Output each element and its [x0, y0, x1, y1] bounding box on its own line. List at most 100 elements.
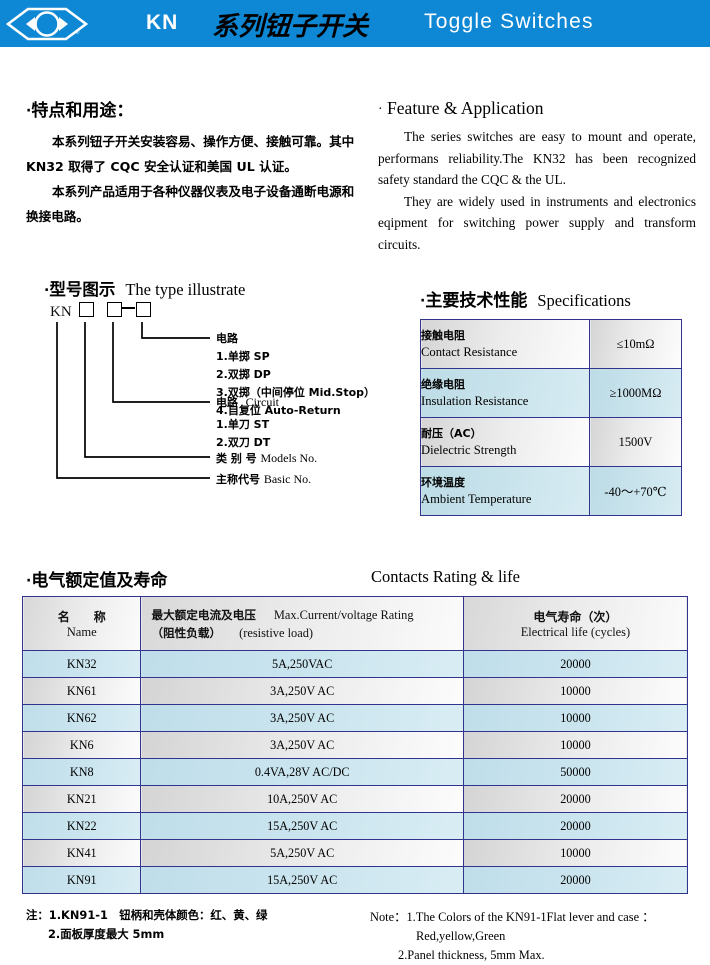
- footnote-cn: 注：1.KN91-1 钮柄和壳体颜色：红、黄、绿 2.面板厚度最大 5mm: [26, 906, 366, 944]
- specifications-section: ·主要技术性能 Specifications 接触电阻 Contact Resis…: [420, 286, 700, 516]
- cell-name: KN6: [21, 731, 142, 759]
- header-cell-life: 电气寿命（次） Electrical life (cycles): [462, 596, 689, 651]
- cell-rating: 0.4VA,28V AC/DC: [140, 758, 464, 786]
- spec-label-cn: 环境温度: [421, 475, 465, 489]
- cell-life: 20000: [462, 785, 689, 813]
- tree-heading-basic-no: 主称代号 Basic No.: [216, 472, 312, 486]
- feature-section-cn: ·特点和用途： 本系列钮子开关安装容易、操作方便、接触可靠。其中KN32 取得了…: [26, 96, 356, 229]
- spec-row: 环境温度 Ambient Temperature -40～+70℃: [420, 466, 682, 516]
- footnote-en: Note：1.The Colors of the KN91-1Flat leve…: [370, 908, 700, 965]
- table-row: KN21 10A,250V AC 20000: [21, 785, 689, 813]
- cell-rating: 5A,250V AC: [140, 839, 464, 867]
- diamond-circle-logo-icon: [6, 7, 88, 41]
- cell-rating: 15A,250V AC: [140, 866, 464, 894]
- feature-en-paragraph: The series switches are easy to mount an…: [378, 129, 696, 187]
- cell-life: 50000: [462, 758, 689, 786]
- tree-item: 2.双刀 DT: [216, 436, 271, 449]
- cell-life: 10000: [462, 839, 689, 867]
- type-title-cn: ·型号图示: [44, 280, 116, 299]
- spec-label-en: Contact Resistance: [421, 344, 518, 359]
- cell-rating: 3A,250V AC: [140, 677, 464, 705]
- spec-title-en: Specifications: [537, 291, 631, 310]
- cell-name: KN32: [21, 650, 142, 678]
- contacts-rating-table: 名 称 Name 最大额定电流及电压 Max.Current/voltage Ra…: [21, 596, 689, 894]
- specifications-title: ·主要技术性能 Specifications: [420, 286, 700, 311]
- table-row: KN22 15A,250V AC 20000: [21, 812, 689, 840]
- header-cell-name: 名 称 Name: [21, 596, 142, 651]
- footnote-cn-line2: 2.面板厚度最大 5mm: [48, 927, 165, 941]
- cell-name: KN61: [21, 677, 142, 705]
- spec-row: 绝缘电阻 Insulation Resistance ≥1000MΩ: [420, 368, 682, 418]
- cell-rating: 3A,250V AC: [140, 731, 464, 759]
- rating-title-cn: ·电气额定值及寿命: [26, 571, 168, 591]
- header-title-cn: 系列钮子开关: [212, 12, 369, 42]
- cell-name: KN21: [21, 785, 142, 813]
- spec-label-cn: 耐压（AC）: [421, 426, 482, 440]
- header-cell-rating: 最大额定电流及电压 Max.Current/voltage Rating （阻性负…: [140, 596, 464, 651]
- spec-row: 耐压（AC） Dielectric Strength 1500V: [420, 417, 682, 467]
- code-dash: [122, 307, 135, 309]
- code-prefix: KN: [50, 304, 72, 320]
- table-row: KN8 0.4VA,28V AC/DC 50000: [21, 758, 689, 786]
- spec-row-label: 绝缘电阻 Insulation Resistance: [420, 368, 590, 418]
- type-illustrate-tree-lines: [56, 322, 210, 479]
- table-row: KN91 15A,250V AC 20000: [21, 866, 689, 894]
- code-box-2: [107, 302, 122, 317]
- cell-life: 10000: [462, 677, 689, 705]
- bullet-icon: ·: [26, 103, 32, 119]
- cell-rating: 15A,250V AC: [140, 812, 464, 840]
- cell-rating: 10A,250V AC: [140, 785, 464, 813]
- footnote-en-line2: Red,yellow,Green: [416, 929, 506, 943]
- header-series-label: KN: [146, 11, 179, 34]
- cell-rating: 5A,250VAC: [140, 650, 464, 678]
- cell-life: 10000: [462, 704, 689, 732]
- spec-row-value: 1500V: [589, 417, 682, 467]
- feature-title-en: · Feature & Application: [378, 98, 544, 118]
- feature-cn-paragraph: 本系列产品适用于各种仪器仪表及电子设备通断电源和换接电路。: [26, 184, 355, 224]
- spec-label-en: Insulation Resistance: [421, 393, 529, 408]
- spec-row-value: -40～+70℃: [589, 466, 682, 516]
- spec-row-value: ≥1000MΩ: [589, 368, 682, 418]
- cell-life: 20000: [462, 812, 689, 840]
- spec-row-value: ≤10mΩ: [589, 319, 682, 369]
- cell-name: KN8: [21, 758, 142, 786]
- feature-section-en: · Feature & Application The series switc…: [378, 98, 696, 255]
- tree-heading-models-no: 类 别 号 Models No.: [216, 451, 318, 465]
- table-row: KN61 3A,250V AC 10000: [21, 677, 689, 705]
- type-illustrate-title: ·型号图示 The type illustrate: [44, 276, 245, 300]
- rating-title-en: Contacts Rating & life: [371, 567, 520, 586]
- feature-body-en: The series switches are easy to mount an…: [378, 126, 696, 255]
- feature-title-cn: ·特点和用途：: [26, 101, 134, 121]
- registered-mark: ®: [75, 30, 80, 36]
- table-row: KN32 5A,250VAC 20000: [21, 650, 689, 678]
- table-row: KN41 5A,250V AC 10000: [21, 839, 689, 867]
- tree-item: 2.双掷 DP: [216, 368, 271, 381]
- tree-heading-circuit-throw: 电路: [216, 332, 238, 345]
- spec-row: 接触电阻 Contact Resistance ≤10mΩ: [420, 319, 682, 369]
- tree-item: 4.自复位 Auto-Return: [216, 404, 341, 417]
- bullet-icon: ·: [378, 101, 383, 117]
- cell-name: KN91: [21, 866, 142, 894]
- tree-item: 1.单掷 SP: [216, 350, 270, 363]
- footnote-en-line3: 2.Panel thickness, 5mm Max.: [398, 948, 545, 962]
- cell-life: 10000: [462, 731, 689, 759]
- cell-life: 20000: [462, 650, 689, 678]
- spec-label-en: Dielectric Strength: [421, 442, 517, 457]
- spec-row-label: 环境温度 Ambient Temperature: [420, 466, 590, 516]
- cell-name: KN22: [21, 812, 142, 840]
- specifications-table: 接触电阻 Contact Resistance ≤10mΩ 绝缘电阻 Insul…: [420, 319, 682, 516]
- table-row: KN62 3A,250V AC 10000: [21, 704, 689, 732]
- tree-item: 1.单刀 ST: [216, 418, 270, 431]
- page-header: ® KN 系列钮子开关 Toggle Switches: [0, 0, 710, 47]
- feature-en-paragraph: They are widely used in instruments and …: [378, 193, 696, 252]
- code-box-1: [79, 302, 94, 317]
- cell-rating: 3A,250V AC: [140, 704, 464, 732]
- type-title-en: The type illustrate: [125, 280, 246, 299]
- feature-body-cn: 本系列钮子开关安装容易、操作方便、接触可靠。其中KN32 取得了 CQC 安全认…: [26, 129, 356, 229]
- table-header-row: 名 称 Name 最大额定电流及电压 Max.Current/voltage Ra…: [21, 596, 689, 651]
- spec-label-cn: 绝缘电阻: [421, 377, 465, 391]
- type-illustrate-section: ·型号图示 The type illustrate KN 电路 1.单掷 SP 2…: [44, 276, 394, 526]
- spec-row-label: 接触电阻 Contact Resistance: [420, 319, 590, 369]
- spec-row-label: 耐压（AC） Dielectric Strength: [420, 417, 590, 467]
- table-row: KN6 3A,250V AC 10000: [21, 731, 689, 759]
